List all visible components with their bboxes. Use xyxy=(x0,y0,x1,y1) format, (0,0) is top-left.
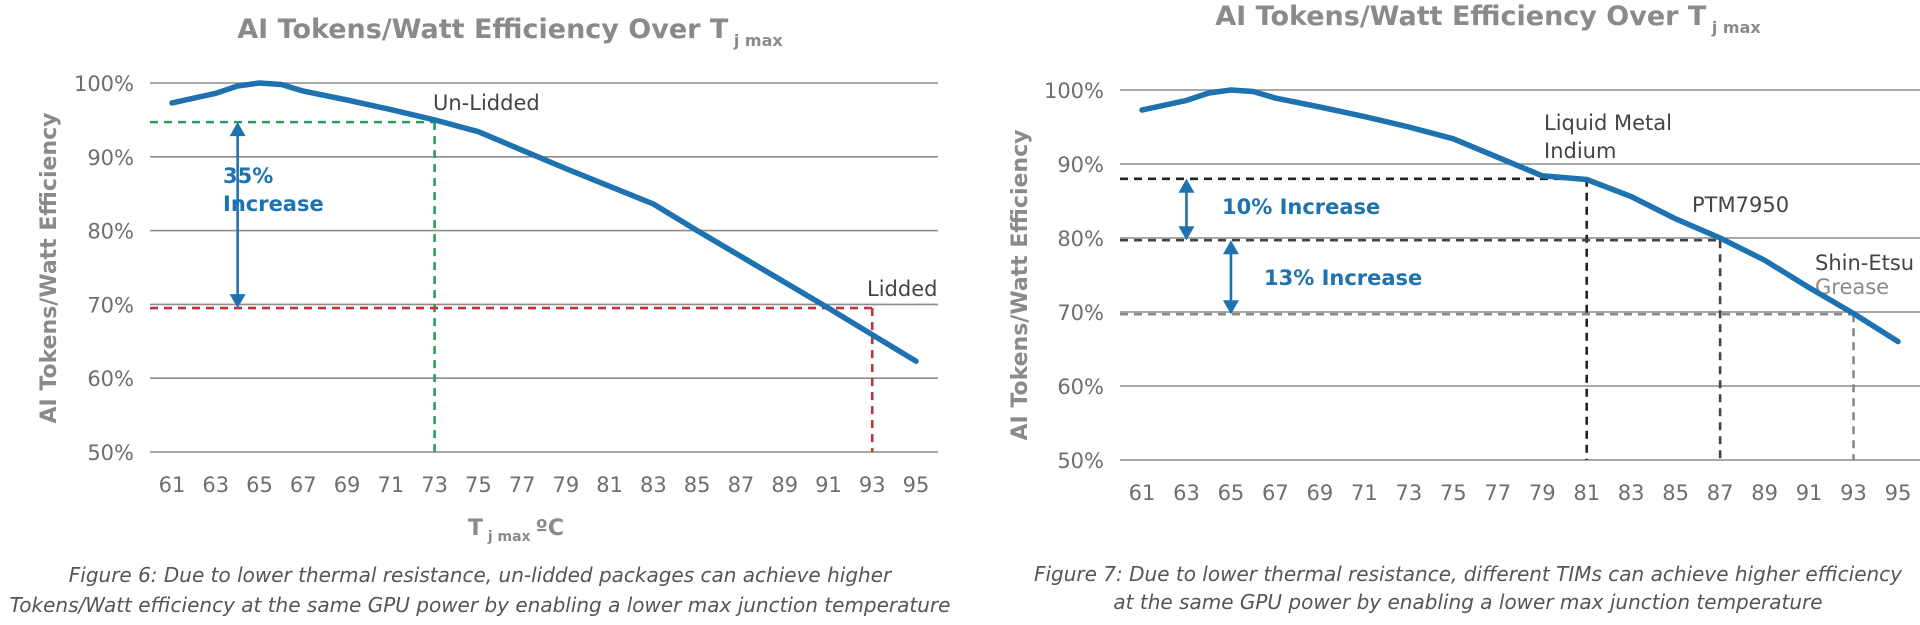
increase-arrow-head-up xyxy=(229,122,246,137)
reference-label: Grease xyxy=(1815,275,1889,299)
y-tick-label: 90% xyxy=(87,146,134,170)
x-tick-label: 81 xyxy=(596,473,623,497)
y-axis-title: AI Tokens/Watt Efficiency xyxy=(37,113,62,424)
chart-title: AI Tokens/Watt Efficiency Over T j max xyxy=(237,14,783,50)
y-tick-label: 60% xyxy=(87,367,134,391)
efficiency-line xyxy=(169,80,919,364)
increase-arrow-head-down xyxy=(1222,300,1239,315)
x-tick-label: 71 xyxy=(377,473,404,497)
reference-label: Lidded xyxy=(867,277,937,301)
x-tick-label: 87 xyxy=(1707,481,1734,505)
x-tick-label: 61 xyxy=(1129,481,1156,505)
chart-1: 50% 60% 70% 80% 90% 100% 61 63 65 67 69 71 73 75 77 79 8… xyxy=(10,14,951,617)
x-tick-label: 95 xyxy=(903,473,930,497)
x-tick-label: 89 xyxy=(1751,481,1778,505)
reference-label: Un-Lidded xyxy=(433,91,540,115)
x-tick-label: 65 xyxy=(246,473,273,497)
reference-label: PTM7950 xyxy=(1692,193,1789,217)
x-axis-title: T j max ºC xyxy=(468,516,564,545)
y-axis-title: AI Tokens/Watt Efficiency xyxy=(1008,130,1033,441)
x-tick-label: 75 xyxy=(465,473,492,497)
x-tick-label: 67 xyxy=(290,473,317,497)
x-tick-label: 95 xyxy=(1885,481,1912,505)
x-tick-label: 85 xyxy=(1662,481,1689,505)
y-tick-label: 50% xyxy=(87,441,134,465)
increase-label: 10% Increase xyxy=(1222,195,1380,219)
x-tick-label: 65 xyxy=(1218,481,1245,505)
y-tick-label: 70% xyxy=(87,293,134,317)
reference-label: Liquid Metal xyxy=(1544,111,1672,135)
x-tick-label: 77 xyxy=(1484,481,1511,505)
increase-arrow-head-down xyxy=(1178,226,1195,241)
x-tick-label: 83 xyxy=(640,473,667,497)
x-tick-label: 69 xyxy=(1307,481,1334,505)
figure-caption: Figure 6: Due to lower thermal resistanc… xyxy=(69,563,893,587)
y-tick-label: 50% xyxy=(1057,449,1104,473)
reference-label: Indium xyxy=(1544,139,1616,163)
y-tick-label: 100% xyxy=(1044,79,1104,103)
efficiency-line xyxy=(1139,87,1901,345)
x-tick-label: 89 xyxy=(771,473,798,497)
x-tick-label: 83 xyxy=(1618,481,1645,505)
increase-label: 13% Increase xyxy=(1264,266,1422,290)
x-tick-label: 81 xyxy=(1573,481,1600,505)
y-tick-label: 80% xyxy=(1057,227,1104,251)
x-tick-label: 63 xyxy=(202,473,229,497)
x-tick-label: 85 xyxy=(684,473,711,497)
figure-caption: Tokens/Watt efficiency at the same GPU p… xyxy=(10,593,951,617)
x-tick-label: 75 xyxy=(1440,481,1467,505)
x-tick-label: 69 xyxy=(334,473,361,497)
x-tick-label: 73 xyxy=(421,473,448,497)
y-tick-label: 100% xyxy=(74,72,134,96)
x-tick-label: 91 xyxy=(815,473,842,497)
figure-caption: Figure 7: Due to lower thermal resistanc… xyxy=(1034,562,1903,586)
x-tick-label: 87 xyxy=(728,473,755,497)
x-tick-label: 67 xyxy=(1262,481,1289,505)
y-tick-label: 70% xyxy=(1057,301,1104,325)
x-tick-label: 61 xyxy=(159,473,186,497)
y-tick-label: 80% xyxy=(87,220,134,244)
x-tick-label: 71 xyxy=(1351,481,1378,505)
increase-label: Increase xyxy=(223,192,324,216)
x-tick-label: 93 xyxy=(859,473,886,497)
x-tick-label: 73 xyxy=(1395,481,1422,505)
increase-arrow-head-up xyxy=(1178,178,1195,193)
x-tick-label: 77 xyxy=(509,473,536,497)
increase-arrow-head-down xyxy=(229,294,246,309)
reference-label: Shin-Etsu xyxy=(1815,251,1914,275)
x-tick-label: 63 xyxy=(1173,481,1200,505)
x-tick-label: 79 xyxy=(553,473,580,497)
chart-title: AI Tokens/Watt Efficiency Over T j max xyxy=(1215,1,1761,37)
x-tick-label: 79 xyxy=(1529,481,1556,505)
increase-label: 35% xyxy=(223,164,273,188)
chart-2: 50% 60% 70% 80% 90% 100% 61 63 65 67 69 71 73 75 77 79 8… xyxy=(1008,1,1920,614)
x-tick-label: 93 xyxy=(1840,481,1867,505)
y-tick-label: 90% xyxy=(1057,153,1104,177)
increase-arrow-head-up xyxy=(1222,240,1239,255)
figure-caption: at the same GPU power by enabling a lowe… xyxy=(1113,590,1822,614)
y-tick-label: 60% xyxy=(1057,375,1104,399)
x-tick-label: 91 xyxy=(1796,481,1823,505)
